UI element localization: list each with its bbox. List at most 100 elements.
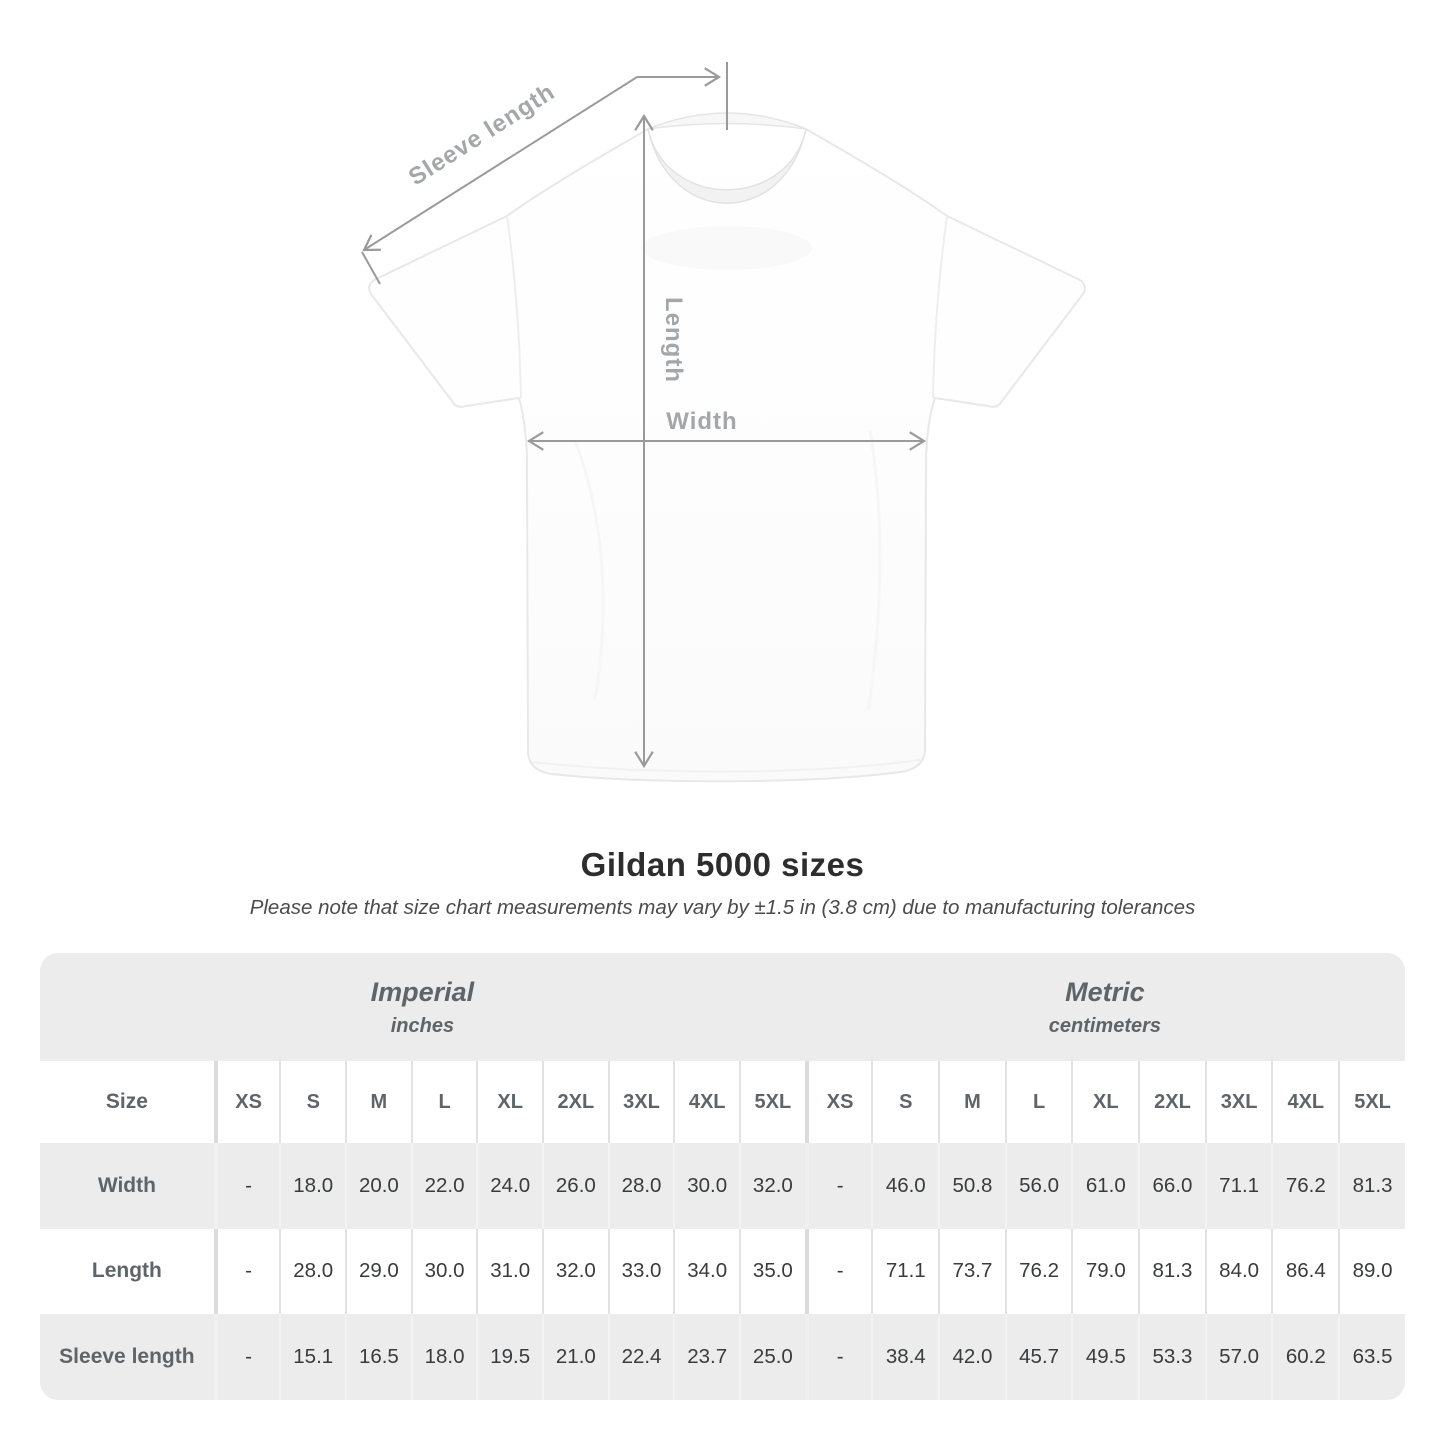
measurement-cell: 63.5 [1338, 1314, 1405, 1400]
size-header-cell: S [871, 1061, 939, 1143]
tshirt-measurement-diagram: Sleeve length Length Width [361, 62, 1086, 783]
measurement-cell: 66.0 [1138, 1143, 1205, 1229]
page-title: Gildan 5000 sizes [580, 846, 865, 883]
measurement-cell: 33.0 [607, 1228, 674, 1315]
length-label: Length [660, 297, 687, 383]
measurement-cell: 38.4 [871, 1314, 938, 1400]
size-header-cell: 2XL [542, 1061, 608, 1143]
measurement-cell: 89.0 [1338, 1228, 1405, 1315]
measurement-cell: 31.0 [476, 1228, 543, 1315]
imperial-unit-label: inches [390, 1014, 455, 1037]
measurement-cell: 24.0 [476, 1143, 542, 1229]
measurement-cell: 34.0 [673, 1228, 739, 1315]
measurement-cell: - [213, 1314, 280, 1400]
size-header-cell: M [345, 1061, 411, 1143]
measurement-cell: 19.5 [476, 1314, 542, 1400]
measurement-cell: 32.0 [739, 1143, 805, 1229]
measurement-cell: 21.0 [542, 1314, 608, 1400]
size-header-cell: XS [213, 1061, 280, 1143]
size-header-cell: S [279, 1061, 346, 1143]
measurement-cell: 20.0 [345, 1143, 411, 1229]
measurement-cell: 84.0 [1204, 1228, 1272, 1315]
measurement-cell: 46.0 [871, 1143, 938, 1229]
row-label-length: Length [40, 1228, 214, 1315]
size-header-cell: 4XL [1271, 1061, 1339, 1143]
unit-header-row: Imperial inches Metric centimeters [40, 953, 1405, 1061]
row-label-sleeve-length: Sleeve length [59, 1345, 195, 1369]
size-column-header: Size [40, 1061, 214, 1143]
measurement-cell: - [804, 1228, 872, 1315]
measurement-cell: 71.1 [1204, 1143, 1272, 1229]
measurement-cell: 30.0 [673, 1143, 739, 1229]
width-row: Width - 18.0 20.0 22.0 24.0 26.0 28.0 30… [40, 1143, 1405, 1229]
size-header-cell: 3XL [1204, 1061, 1272, 1143]
measurement-cell: 60.2 [1271, 1314, 1338, 1400]
metric-header: Metric centimeters [805, 953, 1405, 1061]
size-header-cell: M [938, 1061, 1005, 1143]
size-header-cell: XL [476, 1061, 543, 1143]
measurement-cell: 29.0 [345, 1228, 411, 1315]
wrinkle-line [866, 429, 882, 711]
size-header-cell: 5XL [1338, 1061, 1405, 1143]
size-header-row: Size XS S M L XL 2XL 3XL 4XL 5XL XS S M … [40, 1061, 1405, 1143]
measurement-cell: 61.0 [1071, 1143, 1138, 1229]
tolerance-note: Please note that size chart measurements… [249, 896, 1196, 919]
size-header-cell: 2XL [1138, 1061, 1205, 1143]
measurement-cell: - [804, 1314, 872, 1400]
measurement-cell: 79.0 [1071, 1228, 1139, 1315]
imperial-label: Imperial [370, 976, 475, 1007]
hem-stitch [531, 759, 921, 773]
collar-band [647, 128, 807, 204]
measurement-cell: 32.0 [542, 1228, 608, 1315]
measurement-cell: 30.0 [410, 1228, 477, 1315]
right-sleeve-seam [932, 215, 948, 399]
size-header-cell: 5XL [739, 1061, 805, 1143]
measurement-cell: - [213, 1228, 280, 1315]
measurement-cell: 56.0 [1004, 1143, 1072, 1229]
imperial-header: Imperial inches [40, 953, 805, 1061]
sleeve-length-row: Sleeve length - 15.1 16.5 18.0 19.5 21.0… [40, 1314, 1405, 1400]
measurement-cell: 81.3 [1338, 1143, 1405, 1229]
width-label: Width [666, 408, 737, 435]
measurement-cell: 45.7 [1004, 1314, 1072, 1400]
measurement-cell: 22.4 [607, 1314, 674, 1400]
measurement-cell: 18.0 [279, 1143, 345, 1229]
metric-unit-label: centimeters [1048, 1014, 1162, 1037]
measurement-cell: 42.0 [938, 1314, 1005, 1400]
measurement-cell: 53.3 [1138, 1314, 1205, 1400]
measurement-cell: 50.8 [938, 1143, 1005, 1229]
metric-label: Metric [1065, 976, 1145, 1007]
measurement-cell: 16.5 [345, 1314, 411, 1400]
collar-shadow [642, 226, 812, 270]
measurement-cell: 18.0 [410, 1314, 477, 1400]
measurement-cell: 28.0 [279, 1228, 346, 1315]
row-label-width: Width [97, 1173, 156, 1197]
measurement-cell: 81.3 [1138, 1228, 1205, 1315]
measurement-cell: 22.0 [410, 1143, 477, 1229]
measurement-cell: 76.2 [1271, 1143, 1338, 1229]
measurement-cell: 26.0 [542, 1143, 608, 1229]
size-header-cell: 4XL [673, 1061, 739, 1143]
measurement-cell: 23.7 [673, 1314, 739, 1400]
measurement-cell: - [804, 1143, 872, 1229]
measurement-cell: 28.0 [607, 1143, 674, 1229]
tshirt-body [368, 113, 1086, 783]
measurement-cell: 86.4 [1271, 1228, 1339, 1315]
measurement-cell: 71.1 [871, 1228, 939, 1315]
sleeve-length-dimension [361, 62, 728, 285]
measurement-cell: 25.0 [739, 1314, 805, 1400]
size-table-card: Imperial inches Metric centimeters Size … [40, 953, 1405, 1400]
measurement-cell: - [213, 1143, 280, 1229]
size-header-cell: XL [1071, 1061, 1139, 1143]
size-header-cell: XS [804, 1061, 872, 1143]
tshirt-diagram-svg: Sleeve length Length Width [361, 62, 1086, 783]
size-header-cell: L [1004, 1061, 1072, 1143]
size-header-cell: 3XL [607, 1061, 674, 1143]
measurement-cell: 35.0 [739, 1228, 805, 1315]
left-sleeve-seam [506, 215, 522, 399]
measurement-cell: 49.5 [1071, 1314, 1138, 1400]
size-table: Imperial inches Metric centimeters Size … [40, 953, 1405, 1400]
length-row: Length - 28.0 29.0 30.0 31.0 32.0 33.0 3… [40, 1228, 1405, 1315]
measurement-cell: 76.2 [1004, 1228, 1072, 1315]
size-header-cell: L [410, 1061, 477, 1143]
